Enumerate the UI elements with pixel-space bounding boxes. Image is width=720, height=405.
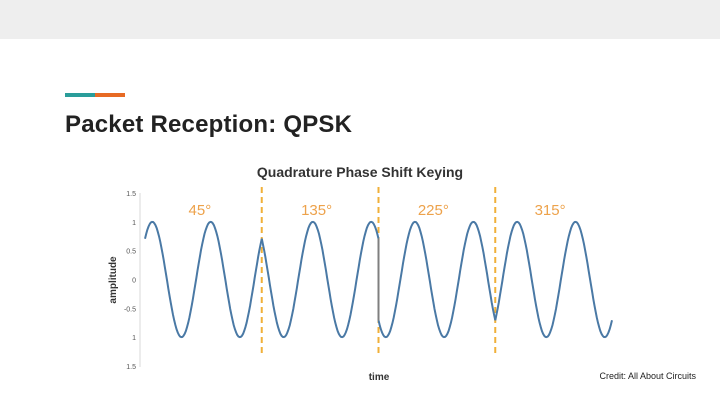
- phase-label-135: 135°: [301, 202, 332, 219]
- x-axis-label: time: [369, 372, 390, 383]
- y-tick-label: 0.5: [126, 249, 136, 256]
- wave-segment-135: [260, 220, 380, 339]
- phase-label-45: 45°: [189, 202, 212, 219]
- y-tick-label: 1: [132, 220, 136, 227]
- accent-bar-orange: [95, 93, 125, 97]
- y-tick-label: 1.5: [126, 364, 136, 371]
- y-tick-label: 0: [132, 278, 136, 285]
- y-tick-label: 1.5: [126, 191, 136, 198]
- wave-segment-45: [144, 220, 263, 339]
- y-tick-label: 1: [132, 335, 136, 342]
- y-tick-labels: 1.5 1 0.5 0 -0.5 1 1.5: [124, 191, 136, 371]
- y-tick-label: -0.5: [124, 306, 136, 313]
- qpsk-chart: Quadrature Phase Shift Keying 1.5 1 0.5 0 -0…: [108, 164, 613, 383]
- phase-labels: 45° 135° 225° 315°: [189, 202, 566, 219]
- phase-label-225: 225°: [418, 202, 449, 219]
- wave-segment-225: [377, 220, 497, 339]
- y-axis-label: amplitude: [108, 256, 119, 304]
- accent-bar-teal: [65, 93, 95, 97]
- wave-series: [144, 220, 613, 339]
- chart-title: Quadrature Phase Shift Keying: [257, 164, 463, 180]
- wave-segment-315: [494, 220, 613, 339]
- image-credit: Credit: All About Circuits: [599, 371, 696, 381]
- phase-label-315: 315°: [535, 202, 566, 219]
- slide-title: Packet Reception: QPSK: [65, 111, 353, 138]
- top-bar: [0, 0, 720, 39]
